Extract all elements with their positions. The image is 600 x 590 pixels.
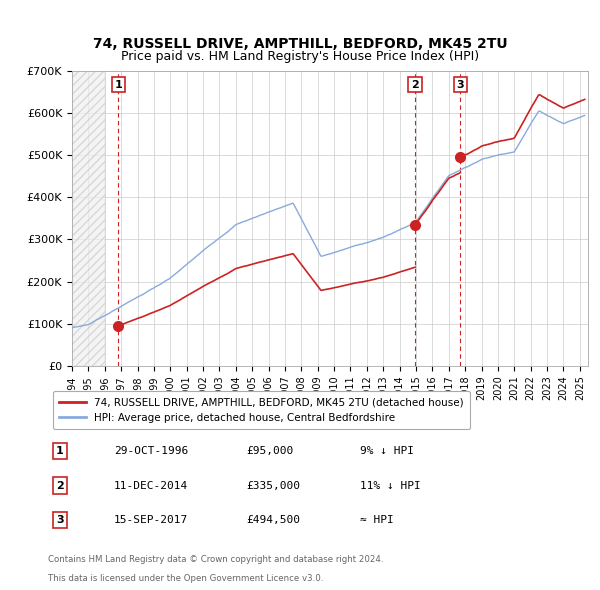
Text: This data is licensed under the Open Government Licence v3.0.: This data is licensed under the Open Gov… xyxy=(48,574,323,584)
Text: 15-SEP-2017: 15-SEP-2017 xyxy=(114,515,188,525)
Text: Contains HM Land Registry data © Crown copyright and database right 2024.: Contains HM Land Registry data © Crown c… xyxy=(48,555,383,565)
Text: 74, RUSSELL DRIVE, AMPTHILL, BEDFORD, MK45 2TU: 74, RUSSELL DRIVE, AMPTHILL, BEDFORD, MK… xyxy=(92,37,508,51)
Text: 1: 1 xyxy=(115,80,122,90)
Text: 11-DEC-2014: 11-DEC-2014 xyxy=(114,481,188,490)
Text: £335,000: £335,000 xyxy=(246,481,300,490)
Text: Price paid vs. HM Land Registry's House Price Index (HPI): Price paid vs. HM Land Registry's House … xyxy=(121,50,479,63)
Text: 9% ↓ HPI: 9% ↓ HPI xyxy=(360,447,414,456)
Text: £95,000: £95,000 xyxy=(246,447,293,456)
Text: £494,500: £494,500 xyxy=(246,515,300,525)
Text: 2: 2 xyxy=(411,80,419,90)
Text: 1: 1 xyxy=(56,447,64,456)
Text: 11% ↓ HPI: 11% ↓ HPI xyxy=(360,481,421,490)
Text: ≈ HPI: ≈ HPI xyxy=(360,515,394,525)
Text: 2: 2 xyxy=(56,481,64,490)
Legend: 74, RUSSELL DRIVE, AMPTHILL, BEDFORD, MK45 2TU (detached house), HPI: Average pr: 74, RUSSELL DRIVE, AMPTHILL, BEDFORD, MK… xyxy=(53,391,470,429)
Text: 3: 3 xyxy=(457,80,464,90)
Text: 3: 3 xyxy=(56,515,64,525)
Text: 29-OCT-1996: 29-OCT-1996 xyxy=(114,447,188,456)
